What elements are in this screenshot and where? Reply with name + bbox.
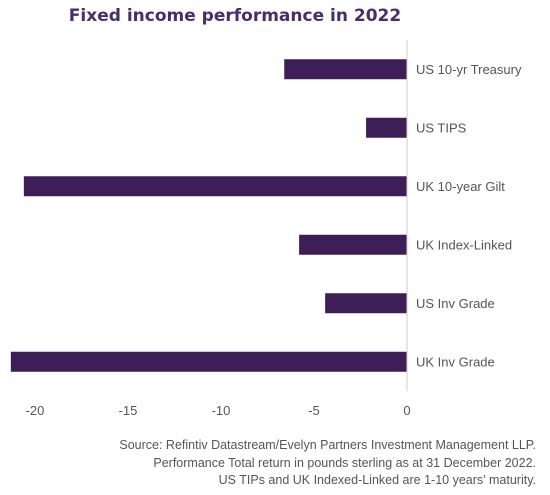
bar-us-inv-grade <box>325 293 407 314</box>
x-tick-label: -10 <box>212 403 231 418</box>
category-label: US 10-yr Treasury <box>416 62 522 77</box>
category-label: UK 10-year Gilt <box>416 179 505 194</box>
bars-group <box>10 59 408 372</box>
bar-us-tips <box>366 117 407 138</box>
bar-uk-10-year-gilt <box>23 176 408 197</box>
x-tick-label: -15 <box>119 403 138 418</box>
x-tick-label: 0 <box>403 403 410 418</box>
x-tick-labels-group: -20 -15 -10 -5 0 <box>26 403 411 418</box>
performance-note: Performance Total return in pounds sterl… <box>153 456 536 470</box>
source-note: Source: Refintiv Datastream/Evelyn Partn… <box>119 438 536 452</box>
bar-uk-inv-grade <box>10 351 407 372</box>
category-labels-group: US 10-yr Treasury US TIPS UK 10-year Gilt U… <box>416 62 522 370</box>
x-tick-label: -20 <box>26 403 45 418</box>
bar-us-10-yr-treasury <box>284 59 407 80</box>
maturity-note: US TIPs and UK Indexed-Linked are 1-10 y… <box>218 473 536 487</box>
chart-title: Fixed income performance in 2022 <box>68 6 402 26</box>
category-label: US TIPS <box>416 120 467 135</box>
bar-uk-index-linked <box>299 234 407 255</box>
category-label: UK Index-Linked <box>416 237 512 252</box>
x-tick-label: -5 <box>308 403 320 418</box>
category-label: UK Inv Grade <box>416 354 495 369</box>
category-label: US Inv Grade <box>416 296 495 311</box>
